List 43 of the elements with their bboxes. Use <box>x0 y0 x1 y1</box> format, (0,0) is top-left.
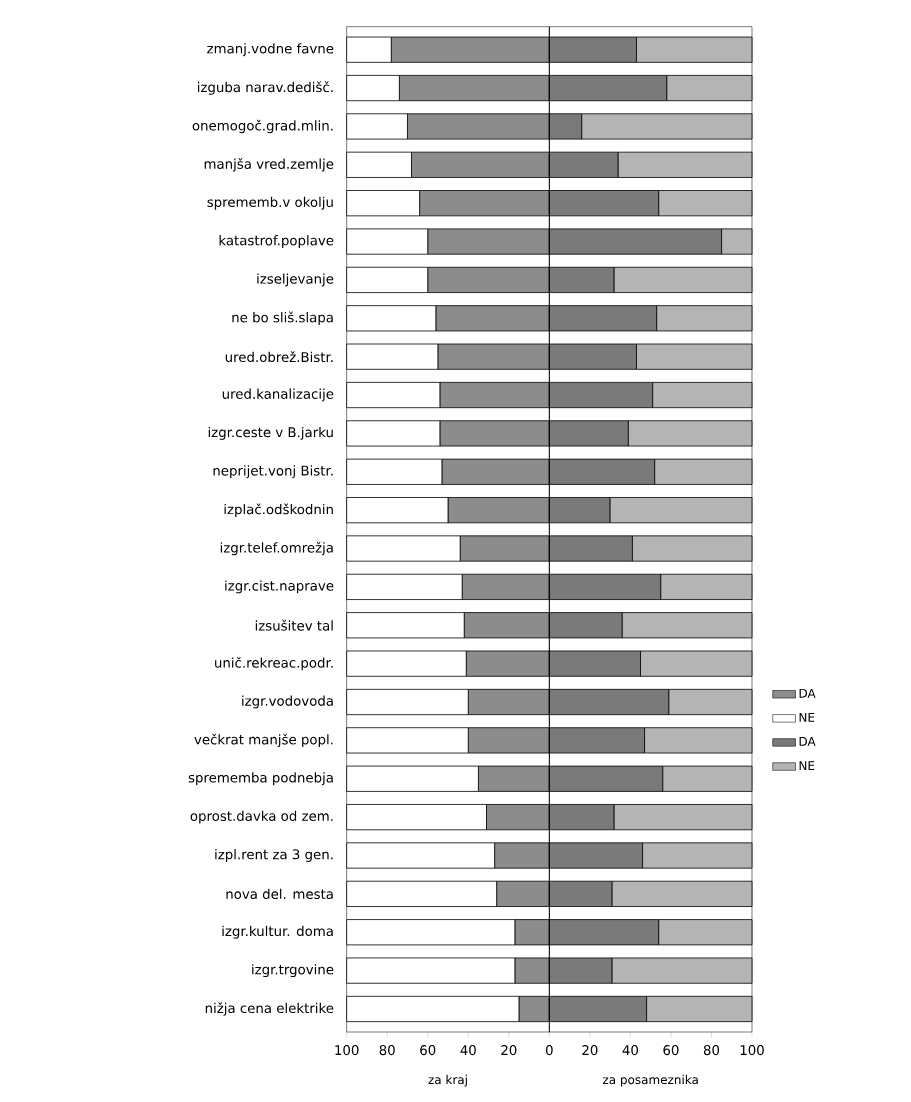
x-tick-label: 60 <box>420 1045 436 1056</box>
y-tick-label: katastrof.poplave <box>219 235 334 249</box>
y-tick-label: izsušitev tal <box>255 619 333 631</box>
x-tick-label: 20 <box>582 1045 598 1056</box>
x-tick-label: 60 <box>663 1045 679 1056</box>
y-tick-label: izgr.trgovine <box>252 964 334 978</box>
x-tick-label: 20 <box>501 1045 517 1056</box>
text: za posameznika <box>603 1074 698 1087</box>
y-tick-label: izgr.ceste v B.jarku <box>208 426 333 440</box>
y-tick-label: izguba narav.dedišč. <box>198 81 333 95</box>
x-tick-label: 0 <box>546 1045 553 1056</box>
y-tick-label: manjša vred.zemlje <box>204 158 334 172</box>
y-tick-label: sprememb.v okolju <box>207 196 333 210</box>
y-tick-label: izgr.vodovoda <box>242 695 333 709</box>
x-tick-label: 40 <box>460 1045 477 1056</box>
legend-label: DA <box>799 737 816 746</box>
y-tick-label: ne bo sliš.slapa <box>232 311 333 326</box>
y-tick-label: nižja cena elektrike <box>205 1002 334 1016</box>
y-tick-label: izplač.odškodnin <box>224 503 334 517</box>
text: za kraj <box>428 1074 468 1087</box>
y-tick-label: ured.obrež.Bistr. <box>225 351 333 363</box>
y-tick-label: oprost.davka od zem. <box>190 810 333 824</box>
y-tick-label: unič.rekreac.podr. <box>215 656 333 671</box>
y-tick-label: izgr.kultur. doma <box>222 925 333 939</box>
x-tick-label: 100 <box>740 1045 765 1056</box>
y-tick-label: izgr.cist.naprave <box>225 580 334 594</box>
y-tick-label: sprememba podnebja <box>188 772 333 786</box>
x-tick-label: 80 <box>379 1045 395 1056</box>
x-tick-label: 100 <box>335 1045 359 1056</box>
y-tick-label: onemogoč.grad.mlin. <box>192 119 333 134</box>
legend-label: NE <box>799 761 815 770</box>
legend-label: NE <box>799 712 815 722</box>
y-tick-label: nova del. mesta <box>226 888 333 900</box>
y-tick-label: izseljevanje <box>257 273 334 287</box>
y-tick-label: neprijet.vonj Bistr. <box>213 465 333 479</box>
y-tick-label: večkrat manjše popl. <box>194 733 333 748</box>
x-tick-label: 80 <box>704 1045 720 1056</box>
y-tick-label: izpl.rent za 3 gen. <box>215 849 333 862</box>
y-tick-label: zmanj.vodne favne <box>207 43 334 57</box>
y-tick-label: izgr.telef.omrežja <box>221 541 333 556</box>
x-tick-label: 40 <box>622 1045 639 1056</box>
y-tick-label: ured.kanalizacije <box>222 388 334 402</box>
legend-label: DA <box>799 688 816 698</box>
